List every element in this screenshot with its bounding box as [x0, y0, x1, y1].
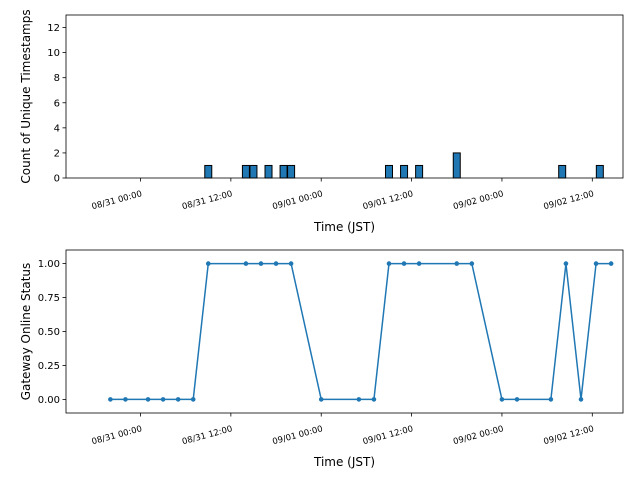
data-point-17 — [454, 261, 460, 266]
y-tick-label: 10 — [47, 48, 60, 59]
x-tick-label: 09/01 00:00 — [271, 424, 324, 447]
y-axis-label: Count of Unique Timestamps — [19, 9, 33, 183]
x-tick-label: 09/01 12:00 — [362, 424, 415, 447]
data-point-15 — [401, 261, 407, 266]
data-point-4 — [175, 397, 181, 402]
y-tick-label: 4 — [54, 123, 60, 134]
data-point-24 — [593, 261, 599, 266]
x-tick-label: 08/31 12:00 — [181, 424, 234, 447]
x-tick-label: 09/01 00:00 — [271, 189, 324, 212]
x-tick-label: 08/31 00:00 — [91, 424, 144, 447]
bar-6 — [384, 164, 393, 179]
data-point-25 — [608, 261, 614, 266]
data-point-8 — [258, 261, 264, 266]
y-tick-label: 6 — [54, 98, 60, 109]
data-point-10 — [288, 261, 294, 266]
y-tick-label: 8 — [54, 73, 60, 84]
y-tick-label: 1.00 — [38, 259, 60, 270]
data-point-6 — [205, 261, 211, 266]
data-point-23 — [578, 397, 584, 402]
data-point-18 — [469, 261, 475, 266]
data-point-14 — [386, 261, 392, 266]
data-point-12 — [356, 397, 362, 402]
x-tick-label: 09/02 12:00 — [543, 189, 596, 212]
data-point-3 — [160, 397, 166, 402]
bar-5 — [287, 164, 296, 179]
bar-4 — [279, 164, 288, 179]
bar-10 — [558, 164, 567, 179]
line-chart-panel: 0.00 0.25 0.50 0.75 1.00 08/31 00:00 08/31 12:… — [19, 249, 624, 469]
bar-11 — [595, 164, 604, 179]
y-axis-label: Gateway Online Status — [19, 263, 33, 401]
bar-chart-panel: 0 2 4 6 8 10 12 08/31 00:00 08/31 12:00 09/01 00:… — [19, 9, 624, 234]
data-point-7 — [243, 261, 249, 266]
bar-0 — [204, 164, 213, 179]
bar-3 — [264, 164, 273, 179]
y-tick-label: 2 — [54, 148, 60, 159]
y-tick-label: 0 — [54, 174, 60, 185]
y-tick-label: 0.75 — [38, 293, 60, 304]
y-tick-label: 0.00 — [38, 395, 60, 406]
bar-8 — [415, 164, 424, 179]
data-point-9 — [273, 261, 279, 266]
data-point-1 — [123, 397, 128, 402]
data-point-20 — [514, 397, 520, 402]
data-point-0 — [108, 397, 113, 402]
axes-frame — [65, 249, 624, 414]
data-point-21 — [548, 397, 554, 402]
bar-7 — [400, 164, 409, 179]
x-tick-label: 09/02 00:00 — [452, 424, 505, 447]
y-tick-label: 12 — [47, 23, 60, 34]
x-tick-label: 09/02 00:00 — [452, 189, 505, 212]
axes-frame — [65, 14, 624, 179]
series-line — [110, 262, 612, 401]
data-point-2 — [145, 397, 151, 402]
bar-2 — [249, 164, 258, 179]
x-tick-label: 08/31 12:00 — [181, 189, 234, 212]
x-axis-label: Time (JST) — [313, 455, 375, 469]
data-point-5 — [190, 397, 196, 402]
x-tick-label: 09/02 12:00 — [543, 424, 596, 447]
data-point-19 — [499, 397, 505, 402]
bar-1 — [241, 164, 250, 179]
x-tick-label: 09/01 12:00 — [362, 189, 415, 212]
y-tick-label: 0.50 — [38, 327, 60, 338]
data-point-22 — [563, 261, 569, 266]
data-point-13 — [371, 397, 377, 402]
data-point-16 — [416, 261, 422, 266]
data-point-11 — [318, 397, 324, 402]
bar-9 — [452, 152, 461, 179]
x-tick-label: 08/31 00:00 — [91, 189, 144, 212]
y-tick-label: 0.25 — [38, 361, 60, 372]
x-axis-label: Time (JST) — [313, 220, 375, 234]
